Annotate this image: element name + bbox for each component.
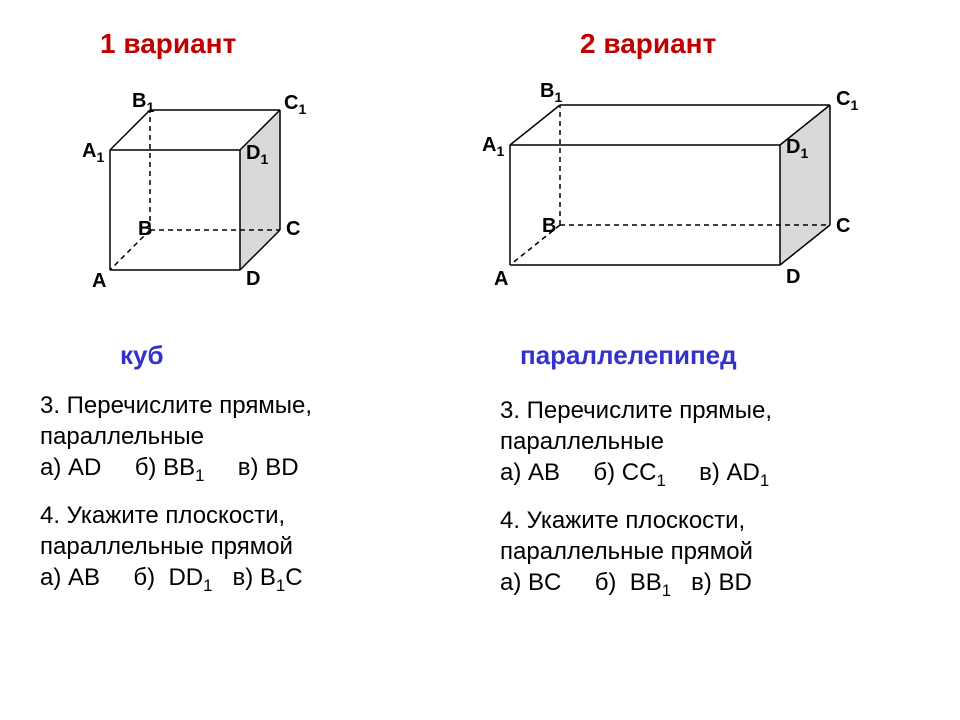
cube-label-A: A [92,270,106,293]
cube-diagram: A B C D A1 B1 C1 D1 [80,90,360,320]
cube-label-A1: A1 [82,140,104,165]
right-q4: 4. Укажите плоскости, параллельные прямо… [500,505,930,602]
parallelepiped-diagram: A B C D A1 B1 C1 D1 [480,80,900,320]
parallelepiped-name: параллелепипед [520,340,737,371]
left-q4: 4. Укажите плоскости, параллельные прямо… [40,500,460,597]
pp-label-A1: A1 [482,134,504,159]
cube-label-C1: C1 [284,92,306,117]
left-q4-line1: 4. Укажите плоскости, [40,502,285,529]
cube-label-D1: D1 [246,142,268,167]
cube-label-B1: B1 [132,90,154,115]
right-q3-line2: параллельные [500,428,664,455]
variant-1-title: 1 вариант [100,28,236,60]
left-q3-line2: параллельные [40,423,204,450]
left-q3-opts: а) AD б) BB1 в) BD [40,454,299,481]
right-q4-opts: а) BC б) BB1 в) BD [500,569,752,596]
right-q3-opts: а) AB б) CC1 в) AD1 [500,459,769,486]
pp-label-D1: D1 [786,136,808,161]
pp-label-D: D [786,266,800,289]
cube-name: куб [120,340,164,371]
variant-2-title: 2 вариант [580,28,716,60]
cube-label-C: C [286,218,300,241]
right-q4-line1: 4. Укажите плоскости, [500,507,745,534]
cube-label-D: D [246,268,260,291]
pp-label-C: C [836,215,850,238]
left-q3: 3. Перечислите прямые, параллельные а) A… [40,390,460,487]
left-q4-line2: параллельные прямой [40,533,293,560]
right-q4-line2: параллельные прямой [500,538,753,565]
pp-label-B: B [542,215,556,238]
left-q4-opts: а) AB б) DD1 в) B1C [40,564,303,591]
right-q3-line1: 3. Перечислите прямые, [500,397,772,424]
right-q3: 3. Перечислите прямые, параллельные а) A… [500,395,930,492]
pp-label-A: A [494,268,508,291]
cube-label-B: B [138,218,152,241]
pp-label-B1: B1 [540,80,562,105]
pp-label-C1: C1 [836,88,858,113]
left-q3-line1: 3. Перечислите прямые, [40,392,312,419]
